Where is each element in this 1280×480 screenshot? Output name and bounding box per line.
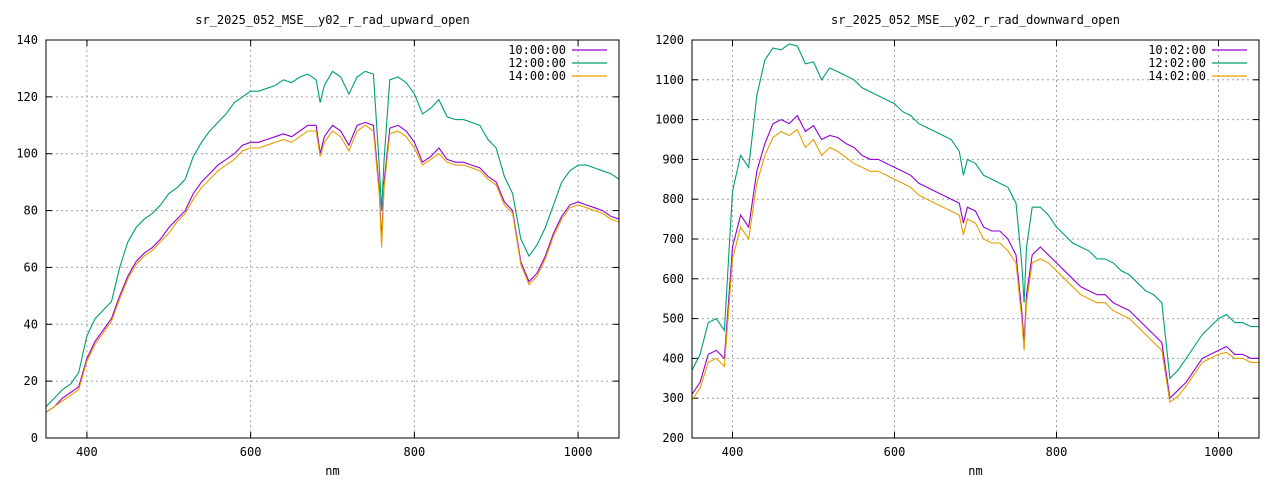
series-line-14-00-00 (46, 124, 619, 413)
y-tick-label: 60 (24, 260, 38, 274)
y-tick-label: 1000 (655, 113, 684, 127)
x-tick-label: 800 (1046, 445, 1068, 459)
upward-radiance-chart: sr_2025_052_MSE__y02_r_rad_upward_open n… (16, 13, 620, 478)
y-tick-label: 1200 (655, 33, 684, 47)
legend-label: 10:02:00 (1148, 43, 1206, 57)
y-tick-label: 140 (16, 33, 38, 47)
legend-label: 14:00:00 (508, 69, 566, 83)
x-axis-label: nm (325, 464, 339, 478)
series-lines (46, 70, 619, 413)
legend-label: 10:00:00 (508, 43, 566, 57)
x-axis-label: nm (968, 464, 982, 478)
y-tick-label: 800 (662, 192, 684, 206)
plot-frame (691, 39, 1260, 439)
y-tick-label: 500 (662, 312, 684, 326)
series-line-14-02-00 (692, 128, 1259, 404)
x-tick-label: 1000 (1204, 445, 1233, 459)
legend-label: 14:02:00 (1148, 69, 1206, 83)
series-line-12-02-00 (692, 43, 1259, 380)
axis-ticks: 400 600 800 1000 200 300 400 500 600 700 800 900 100… (655, 33, 1259, 459)
x-tick-label: 1000 (564, 445, 593, 459)
series-lines (692, 43, 1259, 404)
chart-title: sr_2025_052_MSE__y02_r_rad_upward_open (195, 13, 470, 27)
y-tick-label: 300 (662, 391, 684, 405)
downward-radiance-chart: sr_2025_052_MSE__y02_r_rad_downward_open… (655, 13, 1260, 478)
y-tick-label: 20 (24, 374, 38, 388)
series-line-10-02-00 (692, 114, 1259, 400)
x-tick-label: 400 (76, 445, 98, 459)
y-tick-label: 40 (24, 317, 38, 331)
y-tick-label: 900 (662, 152, 684, 166)
y-tick-label: 1100 (655, 73, 684, 87)
x-tick-label: 400 (722, 445, 744, 459)
x-tick-label: 600 (884, 445, 906, 459)
x-tick-label: 600 (240, 445, 262, 459)
y-tick-label: 100 (16, 147, 38, 161)
y-tick-label: 80 (24, 204, 38, 218)
chart-title: sr_2025_052_MSE__y02_r_rad_downward_open (831, 13, 1120, 27)
y-tick-label: 400 (662, 351, 684, 365)
plot-frame (45, 39, 620, 439)
y-tick-label: 120 (16, 90, 38, 104)
grid-lines (46, 40, 619, 438)
x-tick-label: 800 (404, 445, 426, 459)
legend-label: 12:02:00 (1148, 56, 1206, 70)
legend-label: 12:00:00 (508, 56, 566, 70)
series-line-12-00-00 (46, 70, 619, 408)
y-tick-label: 0 (31, 431, 38, 445)
y-tick-label: 700 (662, 232, 684, 246)
y-tick-label: 200 (662, 431, 684, 445)
y-tick-label: 600 (662, 272, 684, 286)
grid-lines (692, 40, 1259, 438)
